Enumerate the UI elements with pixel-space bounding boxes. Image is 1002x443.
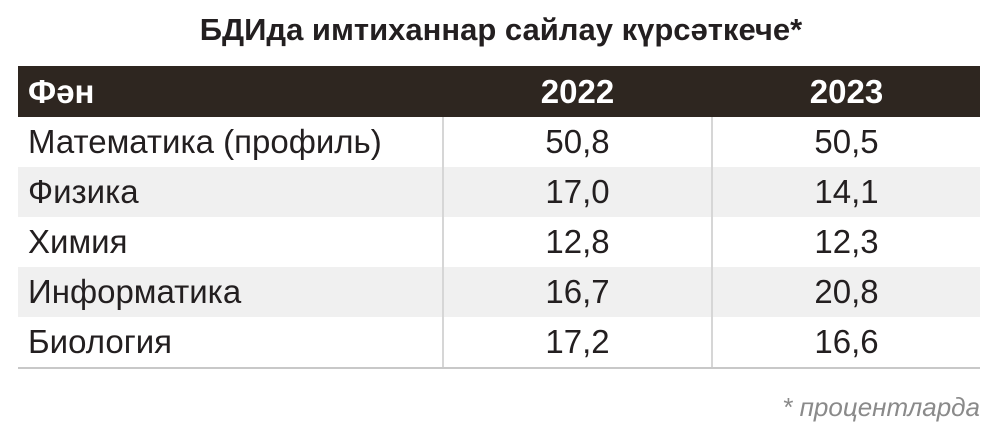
header-cell: 2022	[442, 66, 712, 117]
table-cell: 12,8	[442, 217, 712, 267]
table-cell: Физика	[18, 167, 443, 217]
table-cell: Математика (профиль)	[28, 123, 382, 160]
table-row: Биология 17,2 16,6	[18, 317, 980, 369]
header-cell: 2023	[711, 66, 980, 117]
table-body: Математика (профиль) 50,8 50,5 Физика 17,0 14…	[18, 117, 980, 369]
table-row: Информатика 16,7 20,8	[18, 267, 980, 317]
table-cell: 50,5	[711, 117, 980, 167]
table-cell: Биология	[18, 317, 443, 369]
table-cell: Химия	[28, 223, 128, 260]
table-cell: 14,1	[711, 167, 980, 217]
table-row: Химия 12,8 12,3	[18, 217, 980, 267]
table-cell: 50,8	[442, 117, 712, 167]
table-cell: 16,7	[442, 267, 712, 317]
table-cell: 17,0	[442, 167, 712, 217]
table-cell: Информатика	[18, 267, 443, 317]
table-row: Математика (профиль) 50,8 50,5	[18, 117, 980, 167]
table-cell: 16,6	[711, 317, 980, 369]
header-row: Фән 2022 2023	[18, 66, 980, 117]
footnote: * процентларда	[782, 392, 980, 422]
title: БДИда имтиханнар сайлау күрсәткече*	[199, 12, 803, 47]
table-cell: 12,3	[711, 217, 980, 267]
table: Фән 2022 2023 Математика (профиль) 50,8 50,5…	[18, 66, 980, 369]
table-cell: 17,2	[442, 317, 712, 369]
header-cell: Фән	[18, 66, 443, 117]
table-row: Физика 17,0 14,1	[18, 167, 980, 217]
table-cell: 20,8	[711, 267, 980, 317]
